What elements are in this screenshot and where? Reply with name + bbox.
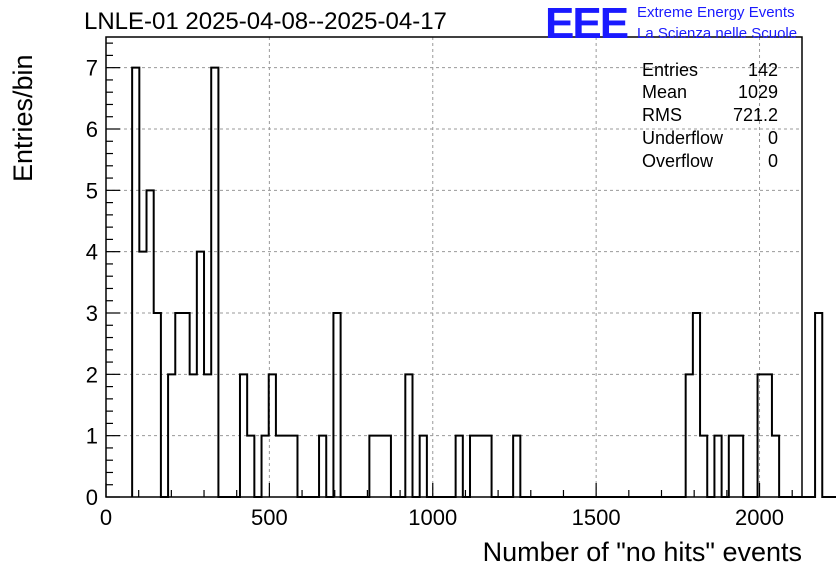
stats-value: 721.2: [732, 105, 778, 125]
y-tick-label: 3: [86, 301, 98, 326]
x-axis-label: Number of "no hits" events: [482, 537, 802, 567]
x-tick-label: 0: [100, 505, 112, 530]
stats-key: Underflow: [642, 128, 724, 148]
stats-value: 142: [747, 60, 778, 80]
y-tick-label: 2: [86, 362, 98, 387]
stats-key: Overflow: [642, 151, 714, 171]
y-tick-label: 6: [86, 117, 98, 142]
stats-row-rms: RMS 721.2: [642, 105, 778, 127]
x-tick-label: 2000: [735, 505, 784, 530]
y-tick-label: 5: [86, 178, 98, 203]
y-tick-label: 4: [86, 240, 98, 265]
x-tick-label: 1000: [408, 505, 457, 530]
stats-value: 0: [767, 151, 778, 171]
eee-logo: EEE: [545, 0, 629, 48]
y-tick-label: 7: [86, 56, 98, 81]
x-tick-label: 1500: [572, 505, 621, 530]
logo-subtitle-line2: La Scienza nelle Scuole: [637, 25, 798, 42]
y-axis-label: Entries/bin: [8, 54, 38, 182]
chart-title: LNLE-01 2025-04-08--2025-04-17: [84, 8, 447, 35]
stats-row-underflow: Underflow 0: [642, 128, 778, 150]
logo-subtitle-line1: Extreme Energy Events: [637, 4, 795, 21]
y-tick-label: 1: [86, 424, 98, 449]
stats-row-overflow: Overflow 0: [642, 151, 778, 173]
stats-row-entries: Entries 142: [642, 60, 778, 82]
stats-key: RMS: [642, 105, 682, 125]
stats-key: Entries: [642, 60, 699, 80]
x-tick-label: 500: [251, 505, 288, 530]
plot-frame: [105, 36, 803, 498]
stats-value: 1029: [737, 82, 778, 102]
stats-key: Mean: [642, 82, 688, 102]
stats-row-mean: Mean 1029: [642, 82, 778, 104]
stats-value: 0: [767, 128, 778, 148]
y-tick-label: 0: [86, 485, 98, 510]
